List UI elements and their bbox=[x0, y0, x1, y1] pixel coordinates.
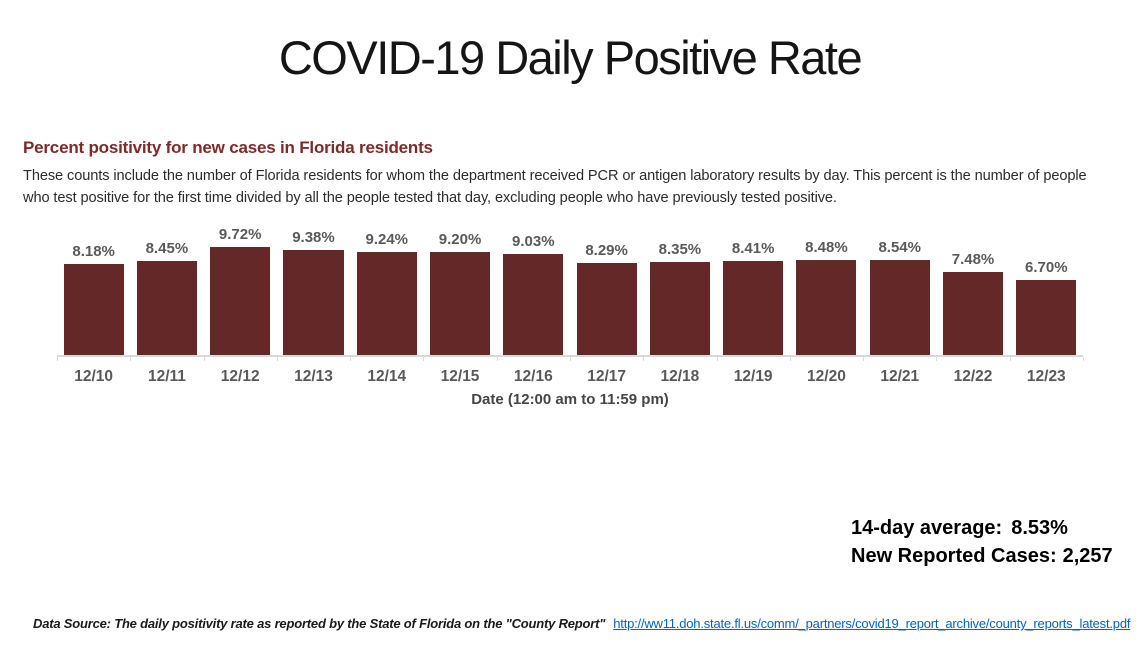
bar-value-label: 8.48% bbox=[805, 239, 848, 256]
bar-column: 9.20% bbox=[423, 231, 496, 355]
bar bbox=[869, 260, 930, 355]
bar bbox=[283, 250, 344, 355]
cases-stat: New Reported Cases: 2,257 bbox=[851, 542, 1113, 570]
bar-column: 7.48% bbox=[936, 251, 1009, 355]
x-tick-label: 12/14 bbox=[367, 368, 407, 385]
positivity-bar-chart: 8.18% 8.45% 9.72% 9.38% 9.24% 9.20% 9.03% 8.29%… bbox=[57, 225, 1084, 408]
bar-column: 8.35% bbox=[643, 241, 716, 355]
axis-tick bbox=[57, 357, 58, 361]
x-tick-label: 12/18 bbox=[660, 368, 700, 385]
x-tick-label: 12/11 bbox=[147, 368, 186, 385]
average-value: 8.53% bbox=[1011, 517, 1068, 539]
x-tick-label: 12/10 bbox=[74, 368, 114, 385]
axis-tick bbox=[570, 357, 571, 361]
summary-stats: 14-day average: 8.53% New Reported Cases:… bbox=[851, 514, 1113, 570]
axis-tick bbox=[276, 357, 278, 361]
x-tick-label: 12/16 bbox=[513, 368, 553, 385]
bar bbox=[430, 252, 491, 355]
chart-description: These counts include the number of Flori… bbox=[23, 168, 1087, 206]
data-source-link[interactable]: http://ww11.doh.state.fl.us/comm/_partne… bbox=[613, 616, 1131, 631]
x-tick-label: 12/20 bbox=[807, 368, 846, 385]
bar bbox=[796, 260, 857, 355]
bar-column: 8.48% bbox=[790, 239, 863, 355]
bar bbox=[723, 261, 784, 355]
x-axis-ticks bbox=[57, 357, 1084, 362]
bar bbox=[356, 252, 417, 355]
axis-tick bbox=[1083, 357, 1084, 361]
bar-column: 6.70% bbox=[1010, 259, 1083, 355]
data-source-footer: Data Source: The daily positivity rate a… bbox=[33, 616, 1130, 631]
axis-tick bbox=[496, 357, 498, 361]
axis-tick bbox=[1009, 357, 1011, 361]
x-tick-label: 12/23 bbox=[1026, 368, 1066, 385]
axis-tick bbox=[130, 357, 132, 361]
x-axis-title: Date (12:00 am to 11:59 pm) bbox=[471, 391, 669, 408]
bar bbox=[576, 263, 637, 355]
bar bbox=[210, 247, 271, 355]
bar bbox=[63, 264, 124, 355]
cases-value: 2,257 bbox=[1062, 545, 1113, 567]
bar-value-label: 9.03% bbox=[512, 233, 555, 250]
axis-tick bbox=[350, 357, 352, 361]
axis-tick bbox=[936, 357, 938, 361]
bar-column: 8.41% bbox=[717, 240, 790, 355]
x-tick-label: 12/15 bbox=[440, 368, 480, 385]
bar bbox=[503, 254, 564, 355]
bar-value-label: 8.35% bbox=[658, 241, 702, 258]
intro-section: Percent positivity for new cases in Flor… bbox=[23, 138, 1112, 209]
bar bbox=[649, 262, 710, 355]
bar-value-label: 8.45% bbox=[145, 240, 189, 257]
bar-column: 9.38% bbox=[277, 229, 350, 355]
bar-column: 9.72% bbox=[204, 226, 277, 355]
axis-tick bbox=[643, 357, 645, 361]
bar-value-label: 9.20% bbox=[438, 231, 482, 248]
chart-heading: Percent positivity for new cases in Flor… bbox=[23, 138, 433, 157]
page-title: COVID-19 Daily Positive Rate bbox=[278, 31, 863, 84]
bar-column: 8.45% bbox=[130, 240, 203, 355]
x-tick-label: 12/13 bbox=[294, 368, 333, 385]
bar-value-label: 6.70% bbox=[1025, 259, 1068, 276]
data-source-text: Data Source: The daily positivity rate a… bbox=[33, 616, 606, 631]
x-tick-label: 12/21 bbox=[880, 368, 920, 385]
bar-value-label: 7.48% bbox=[951, 251, 995, 268]
bar-column: 8.54% bbox=[863, 239, 936, 355]
chart-plot-area: 8.18% 8.45% 9.72% 9.38% 9.24% 9.20% 9.03% 8.29%… bbox=[57, 225, 1083, 357]
x-tick-label: 12/12 bbox=[220, 368, 260, 385]
axis-tick bbox=[203, 357, 205, 361]
axis-tick bbox=[423, 357, 425, 361]
bar bbox=[136, 261, 197, 355]
bar bbox=[1016, 280, 1077, 355]
bar-value-label: 9.24% bbox=[365, 231, 409, 248]
bar-column: 9.24% bbox=[350, 231, 423, 355]
bar-column: 8.18% bbox=[57, 243, 130, 355]
bar-value-label: 8.41% bbox=[731, 240, 775, 257]
axis-tick bbox=[863, 357, 865, 361]
axis-tick bbox=[716, 357, 718, 361]
bar bbox=[942, 272, 1004, 355]
x-tick-label: 12/19 bbox=[733, 368, 773, 385]
bar-value-label: 8.54% bbox=[878, 239, 921, 256]
bar-value-label: 9.72% bbox=[218, 226, 262, 243]
x-tick-label: 12/17 bbox=[587, 368, 626, 385]
bar-value-label: 8.18% bbox=[72, 243, 115, 260]
x-tick-label: 12/22 bbox=[953, 368, 993, 385]
bar-column: 9.03% bbox=[497, 233, 570, 355]
axis-tick bbox=[789, 357, 791, 361]
x-axis-labels: 12/10 12/11 12/12 12/13 12/14 12/15 12/16 12/17… bbox=[57, 368, 1083, 386]
cases-label: New Reported Cases: bbox=[851, 545, 1057, 567]
average-label: 14-day average: bbox=[851, 517, 1003, 539]
bar-column: 8.29% bbox=[570, 242, 643, 355]
average-stat: 14-day average: 8.53% bbox=[851, 514, 1113, 542]
bar-value-label: 8.29% bbox=[585, 242, 628, 259]
bar-value-label: 9.38% bbox=[292, 229, 335, 246]
